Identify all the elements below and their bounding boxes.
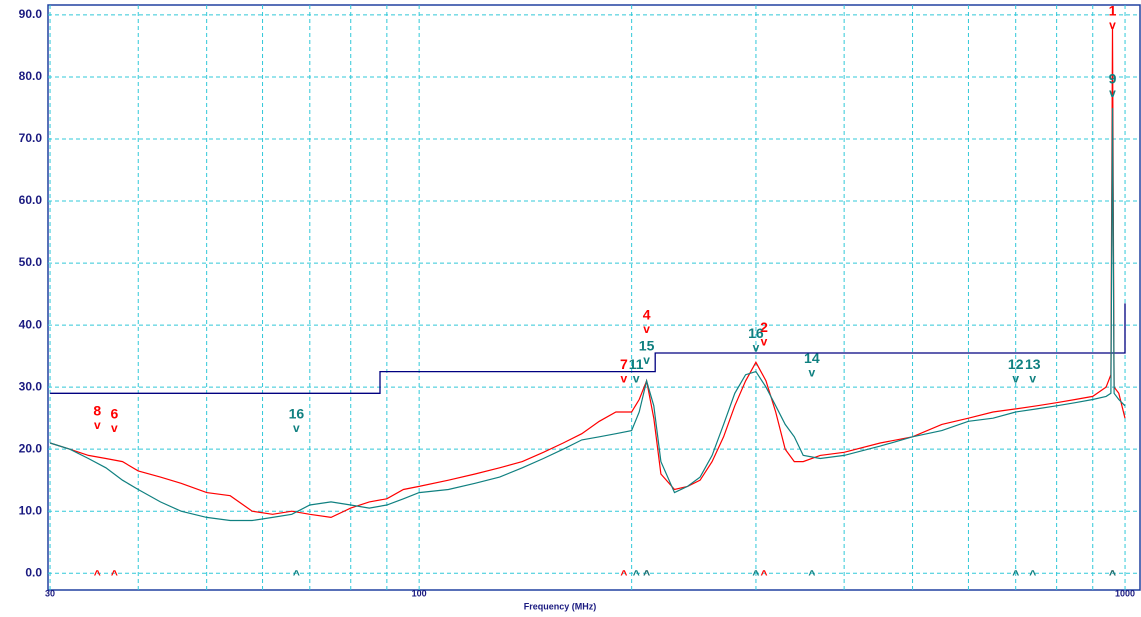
x-tick-label: 100 <box>412 588 427 598</box>
y-tick-label: 60.0 <box>19 193 43 207</box>
marker-pointer: v <box>293 421 300 435</box>
marker-pointer: v <box>1109 18 1116 32</box>
marker-label: 13 <box>1025 356 1041 372</box>
marker-label: 7 <box>620 356 628 372</box>
marker-base: ^ <box>111 567 118 581</box>
marker-base: ^ <box>1109 567 1116 581</box>
marker-label: 6 <box>110 406 118 422</box>
marker-base: ^ <box>643 567 650 581</box>
marker-label: 14 <box>804 350 820 366</box>
marker-base: ^ <box>643 567 650 581</box>
marker-label: 1 <box>1109 2 1117 18</box>
marker-pointer: v <box>808 365 815 379</box>
trace <box>49 27 1126 519</box>
y-tick-label: 20.0 <box>19 441 43 455</box>
marker-label: 2 <box>760 319 768 335</box>
marker-pointer: v <box>1109 86 1116 100</box>
marker-base: ^ <box>94 567 101 581</box>
x-axis-label: Frequency (MHz) <box>524 601 597 611</box>
marker-pointer: v <box>621 372 628 386</box>
y-tick-label: 10.0 <box>19 503 43 517</box>
x-tick-label: 1000 <box>1115 588 1135 598</box>
marker-pointer: v <box>1029 372 1036 386</box>
trace <box>49 107 1126 522</box>
marker-pointer: v <box>633 372 640 386</box>
y-tick-label: 0.0 <box>25 565 42 579</box>
y-tick-label: 80.0 <box>19 69 43 83</box>
marker-label: 9 <box>1109 71 1117 87</box>
marker-label: 4 <box>643 306 651 322</box>
marker-label: 16 <box>748 325 764 341</box>
marker-label: 15 <box>639 337 655 353</box>
marker-pointer: v <box>761 334 768 348</box>
y-tick-label: 30.0 <box>19 379 43 393</box>
marker-pointer: v <box>753 340 760 354</box>
marker-base: ^ <box>620 567 627 581</box>
marker-base: ^ <box>633 567 640 581</box>
limit-line <box>50 303 1126 394</box>
marker-base: ^ <box>808 567 815 581</box>
marker-base: ^ <box>752 567 759 581</box>
x-tick-label: 30 <box>45 588 55 598</box>
marker-pointer: v <box>643 322 650 336</box>
marker-pointer: v <box>643 353 650 367</box>
marker-pointer: v <box>1012 372 1019 386</box>
marker-label: 8 <box>93 403 101 419</box>
plot-frame <box>47 4 1141 591</box>
marker-base: ^ <box>1012 567 1019 581</box>
y-tick-label: 50.0 <box>19 255 43 269</box>
y-tick-label: 90.0 <box>19 7 43 21</box>
marker-base: ^ <box>1029 567 1036 581</box>
marker-pointer: v <box>111 421 118 435</box>
marker-label: 12 <box>1008 356 1024 372</box>
marker-base: ^ <box>1109 567 1116 581</box>
marker-label: 16 <box>289 406 305 422</box>
marker-base: ^ <box>293 567 300 581</box>
marker-base: ^ <box>761 567 768 581</box>
marker-label: 11 <box>629 356 644 372</box>
y-tick-label: 70.0 <box>19 131 43 145</box>
marker-pointer: v <box>94 418 101 432</box>
y-tick-label: 40.0 <box>19 317 43 331</box>
